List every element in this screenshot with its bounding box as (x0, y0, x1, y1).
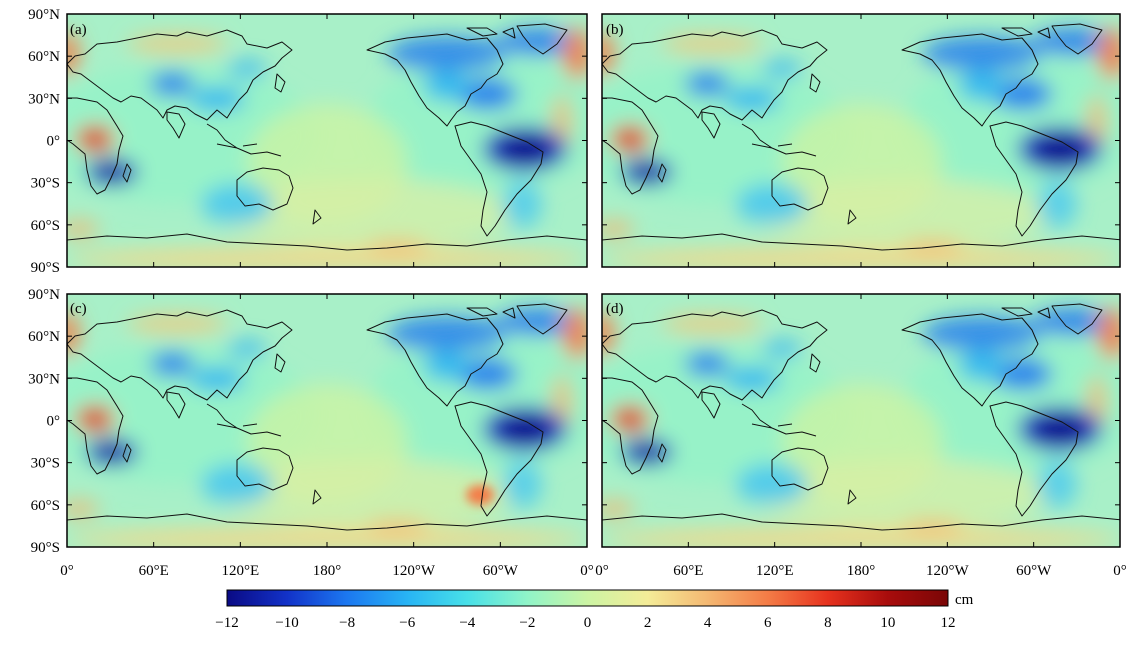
panel-b-label: (b) (606, 22, 624, 38)
panel-c: (c) (66, 293, 588, 548)
lat-tick-label: 60°N (28, 329, 60, 345)
colorbar-tick-label: 2 (644, 615, 652, 631)
lon-tick-label: 120°W (926, 563, 969, 579)
panel-a: (a) (66, 13, 588, 268)
colorbar-tick-label: −2 (519, 615, 535, 631)
lat-tick-label: 60°S (31, 218, 60, 234)
lon-tick-label: 60°W (1016, 563, 1052, 579)
lon-tick-label: 60°W (483, 563, 519, 579)
lon-tick-label: 120°E (756, 563, 794, 579)
colorbar-tick-label: 10 (880, 615, 895, 631)
lat-tick-label: 30°N (28, 371, 60, 387)
lat-tick-label: 30°S (31, 176, 60, 192)
panel-d: (d) (601, 293, 1121, 548)
lat-tick-label: 90°S (31, 540, 60, 556)
colorbar-tick-label: 4 (704, 615, 712, 631)
colorbar-tick-label: −8 (339, 615, 355, 631)
colorbar-tick-label: 6 (764, 615, 772, 631)
panel-c-label: (c) (70, 301, 87, 317)
lon-tick-label: 0° (580, 563, 594, 579)
colorbar-ticks: −12 −10 −8 −6 −4 −2 0 2 4 6 8 10 12 (215, 615, 955, 631)
colorbar: cm −12 −10 −8 −6 −4 −2 0 2 4 6 8 10 12 (215, 589, 974, 631)
panel-b: (b) (601, 13, 1121, 268)
colorbar-tick-label: −10 (275, 615, 298, 631)
lon-tick-label: 0° (60, 563, 74, 579)
colorbar-unit: cm (955, 592, 974, 608)
colorbar-tick-label: 0 (584, 615, 592, 631)
colorbar-tick-label: −6 (399, 615, 415, 631)
lon-tick-label: 120°E (221, 563, 259, 579)
latitude-axis: 90°N 60°N 30°N 0° 30°S 60°S 90°S 90°N 60°N 30°N 0°… (28, 7, 1120, 556)
lat-tick-label: 30°S (31, 456, 60, 472)
colorbar-tick-label: −4 (459, 615, 475, 631)
lat-tick-label: 0° (47, 414, 61, 430)
lon-tick-label: 60°E (673, 563, 703, 579)
colorbar-tick-label: 8 (824, 615, 832, 631)
lon-tick-label: 60°E (139, 563, 169, 579)
lat-tick-label: 90°N (28, 7, 60, 23)
colorbar-tick-label: 12 (941, 615, 956, 631)
lon-tick-label: 180° (847, 563, 876, 579)
lon-tick-label: 0° (595, 563, 609, 579)
longitude-axis: 0° 60°E 120°E 180° 120°W 60°W 0° 0° 60°E 120°E 180… (60, 14, 1127, 579)
lat-tick-label: 90°N (28, 287, 60, 303)
colorbar-tick-label: −12 (215, 615, 238, 631)
panel-d-label: (d) (606, 301, 624, 317)
lat-tick-label: 60°N (28, 49, 60, 65)
lon-tick-label: 120°W (392, 563, 435, 579)
lat-tick-label: 90°S (31, 260, 60, 276)
lat-tick-label: 30°N (28, 91, 60, 107)
colorbar-bar (226, 589, 949, 607)
lat-tick-label: 60°S (31, 498, 60, 514)
lat-tick-label: 0° (47, 134, 61, 150)
lon-tick-label: 0° (1113, 563, 1127, 579)
lon-tick-label: 180° (313, 563, 342, 579)
panel-a-label: (a) (70, 22, 87, 38)
